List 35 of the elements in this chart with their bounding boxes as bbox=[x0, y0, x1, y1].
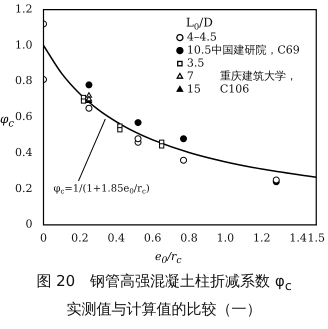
y-tick-label: 0.4 bbox=[14, 146, 32, 159]
legend-label: 15 bbox=[186, 82, 201, 96]
point bbox=[117, 127, 122, 132]
text: 图 20 钢管高强混凝土柱折减系数 φ$_{c}$ bbox=[35, 272, 293, 293]
y-tick-label: 0.2 bbox=[14, 182, 32, 195]
x-tick-label: 0.8 bbox=[180, 231, 198, 244]
y-tick-label: 0.8 bbox=[14, 74, 32, 88]
x-axis-title: e$_{0}$/r$_{c}$ bbox=[155, 250, 182, 266]
x-tick-label: 0.2 bbox=[71, 231, 89, 244]
legend-label: 4–4.5 bbox=[186, 30, 217, 44]
y-tick-label: 0.6 bbox=[14, 110, 32, 124]
text: 实测值与计算值的比较（一） bbox=[66, 300, 262, 319]
point bbox=[180, 156, 188, 164]
point bbox=[134, 119, 142, 126]
point bbox=[85, 81, 92, 88]
point bbox=[80, 98, 86, 104]
y-tick-label: 1.0 bbox=[14, 38, 32, 52]
legend-label: 3.5 bbox=[186, 56, 204, 70]
y-tick-label: 1.2 bbox=[14, 2, 32, 16]
x-tick-label: 1.5 bbox=[308, 231, 326, 244]
x-tick-label: 1.4 bbox=[289, 231, 307, 244]
legend-label: 10.5中国建研院，C69 bbox=[186, 43, 300, 56]
y-tick-label: 0 bbox=[25, 218, 32, 231]
x-tick-label: 1.0 bbox=[216, 231, 234, 244]
x-tick-label: 0.4 bbox=[107, 231, 125, 244]
point bbox=[159, 143, 164, 149]
point bbox=[85, 104, 92, 112]
x-tick-label: 0.6 bbox=[144, 231, 162, 244]
point bbox=[134, 135, 142, 142]
legend-label: 7 bbox=[186, 69, 194, 82]
point bbox=[180, 135, 188, 142]
annotation: 重庆建筑大学，C106 bbox=[220, 69, 297, 96]
x-tick-label: 0 bbox=[40, 231, 47, 244]
x-tick-label: 1.2 bbox=[252, 231, 270, 244]
y-axis-title: φ$_{c}$ bbox=[0, 112, 14, 130]
